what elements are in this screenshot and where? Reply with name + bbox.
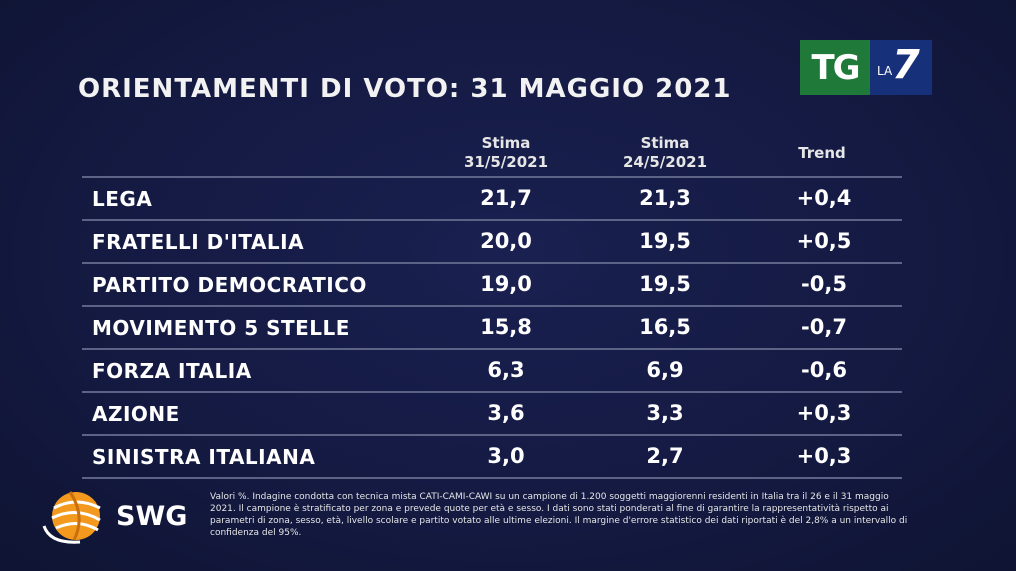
party-name: PARTITO DEMOCRATICO — [92, 273, 367, 297]
party-name: MOVIMENTO 5 STELLE — [92, 316, 350, 340]
trend-value: +0,3 — [796, 401, 852, 425]
stima-24-5-value: 16,5 — [639, 315, 691, 339]
table-row-sinistra-italiana: SINISTRA ITALIANA 3,0 2,7 +0,3 — [82, 434, 902, 479]
la7-logo: LA 7 — [870, 40, 932, 95]
column-header-date: 24/5/2021 — [622, 153, 708, 171]
stima-31-5-value: 3,6 — [487, 401, 525, 425]
seven-logo-text: 7 — [892, 42, 920, 88]
stima-31-5-value: 6,3 — [487, 358, 525, 382]
tg-logo-text: TG — [800, 40, 870, 95]
swg-logo: SWG — [40, 486, 200, 546]
column-header-date: 31/5/2021 — [463, 153, 549, 171]
column-header-trend: Trend — [772, 144, 872, 163]
party-name: LEGA — [92, 187, 153, 211]
trend-value: -0,7 — [801, 315, 847, 339]
trend-value: +0,3 — [796, 444, 852, 468]
stima-24-5-value: 19,5 — [639, 272, 691, 296]
table-row-movimento-5-stelle: MOVIMENTO 5 STELLE 15,8 16,5 -0,7 — [82, 305, 902, 348]
trend-value: -0,6 — [801, 358, 847, 382]
stima-24-5-value: 2,7 — [646, 444, 684, 468]
stima-31-5-value: 3,0 — [487, 444, 525, 468]
trend-value: +0,5 — [796, 229, 852, 253]
party-name: FRATELLI D'ITALIA — [92, 230, 305, 254]
table-row-lega: LEGA 21,7 21,3 +0,4 — [82, 176, 902, 219]
party-name: AZIONE — [92, 402, 180, 426]
stima-31-5-value: 21,7 — [480, 186, 532, 210]
table-row-forza-italia: FORZA ITALIA 6,3 6,9 -0,6 — [82, 348, 902, 391]
table-row-fratelli-d-italia: FRATELLI D'ITALIA 20,0 19,5 +0,5 — [82, 219, 902, 262]
party-name: FORZA ITALIA — [92, 359, 252, 383]
stima-24-5-value: 19,5 — [639, 229, 691, 253]
stima-31-5-value: 20,0 — [480, 229, 532, 253]
poll-table: LEGA 21,7 21,3 +0,4 FRATELLI D'ITALIA 20… — [82, 176, 902, 479]
swg-globe-icon — [42, 491, 101, 544]
stima-24-5-value: 21,3 — [639, 186, 691, 210]
column-header-label: Stima — [481, 134, 531, 152]
stima-24-5-value: 6,9 — [646, 358, 684, 382]
column-header-stima-31-5: Stima 31/5/2021 — [446, 134, 566, 172]
stima-24-5-value: 3,3 — [646, 401, 684, 425]
table-row-partito-democratico: PARTITO DEMOCRATICO 19,0 19,5 -0,5 — [82, 262, 902, 305]
column-header-label: Stima — [640, 134, 690, 152]
page-title: ORIENTAMENTI DI VOTO: 31 MAGGIO 2021 — [78, 74, 732, 104]
trend-value: +0,4 — [796, 186, 852, 210]
methodology-note: Valori %. Indagine condotta con tecnica … — [210, 492, 908, 538]
swg-brand-text: SWG — [116, 501, 188, 532]
column-header-label: Trend — [798, 144, 846, 162]
stima-31-5-value: 19,0 — [480, 272, 532, 296]
column-header-stima-24-5: Stima 24/5/2021 — [605, 134, 725, 172]
trend-value: -0,5 — [801, 272, 847, 296]
tg-la7-logo: TG LA 7 — [800, 40, 932, 95]
table-row-azione: AZIONE 3,6 3,3 +0,3 — [82, 391, 902, 434]
stima-31-5-value: 15,8 — [480, 315, 532, 339]
la-logo-text: LA — [877, 64, 893, 78]
party-name: SINISTRA ITALIANA — [92, 445, 316, 469]
